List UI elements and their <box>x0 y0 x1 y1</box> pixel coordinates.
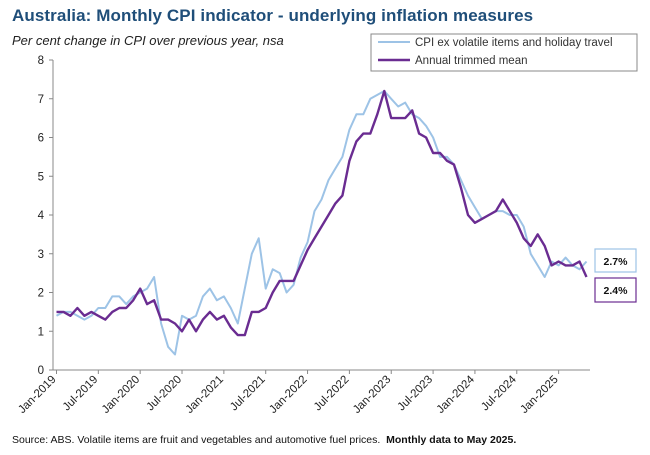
end-label-trimmed-mean: 2.4% <box>604 285 629 297</box>
y-tick-label-5: 5 <box>38 171 44 183</box>
x-tick-label-jul-2019: Jul-2019 <box>61 374 101 414</box>
y-tick-label-6: 6 <box>38 133 44 145</box>
end-label-box-trimmed-mean <box>594 277 637 303</box>
x-tick-label-jul-2021: Jul-2021 <box>228 374 268 414</box>
source-bold-text: Monthly data to May 2025. <box>386 434 517 446</box>
source-text: Source: ABS. Volatile items are fruit an… <box>12 434 381 446</box>
x-tick-label-jan-2023: Jan-2023 <box>351 374 393 416</box>
x-tick-label-jan-2019: Jan-2019 <box>16 374 58 416</box>
legend-label-cpi-ex-volatile: CPI ex volatile items and holiday travel <box>415 37 613 49</box>
y-tick-label-3: 3 <box>38 249 44 261</box>
y-tick-label-2: 2 <box>38 288 44 300</box>
x-tick-label-jul-2022: Jul-2022 <box>312 374 352 414</box>
legend-label-trimmed-mean: Annual trimmed mean <box>415 55 528 67</box>
chart-title: Australia: Monthly CPI indicator - under… <box>12 6 534 25</box>
x-tick-label-jan-2022: Jan-2022 <box>267 374 309 416</box>
series-line-cpi-ex-volatile-items-and-holiday-travel <box>56 90 588 356</box>
x-tick-label-jan-2025: Jan-2025 <box>518 374 560 416</box>
legend-box <box>370 33 638 72</box>
x-tick-label-jul-2024: Jul-2024 <box>479 373 519 413</box>
x-tick-label-jan-2024: Jan-2024 <box>435 373 478 416</box>
chart-subtitle: Per cent change in CPI over previous yea… <box>12 33 284 48</box>
y-tick-label-4: 4 <box>38 210 45 222</box>
end-label-box-cpi-ex-volatile <box>594 248 637 273</box>
legend: CPI ex volatile items and holiday travel… <box>370 33 638 72</box>
series-line-annual-trimmed-mean <box>56 89 588 337</box>
source-note: Source: ABS. Volatile items are fruit an… <box>12 434 516 446</box>
y-tick-label-7: 7 <box>38 94 44 106</box>
y-tick-label-0: 0 <box>38 365 44 377</box>
y-tick-label-8: 8 <box>38 55 44 67</box>
x-tick-label-jan-2020: Jan-2020 <box>100 374 142 416</box>
end-labels: 2.7% 2.4% <box>594 248 637 303</box>
end-label-cpi-ex-volatile: 2.7% <box>604 256 629 268</box>
x-tick-label-jul-2023: Jul-2023 <box>396 374 436 414</box>
x-tick-label-jul-2020: Jul-2020 <box>144 374 184 414</box>
x-tick-label-jan-2021: Jan-2021 <box>184 374 226 416</box>
y-tick-label-1: 1 <box>38 326 44 338</box>
